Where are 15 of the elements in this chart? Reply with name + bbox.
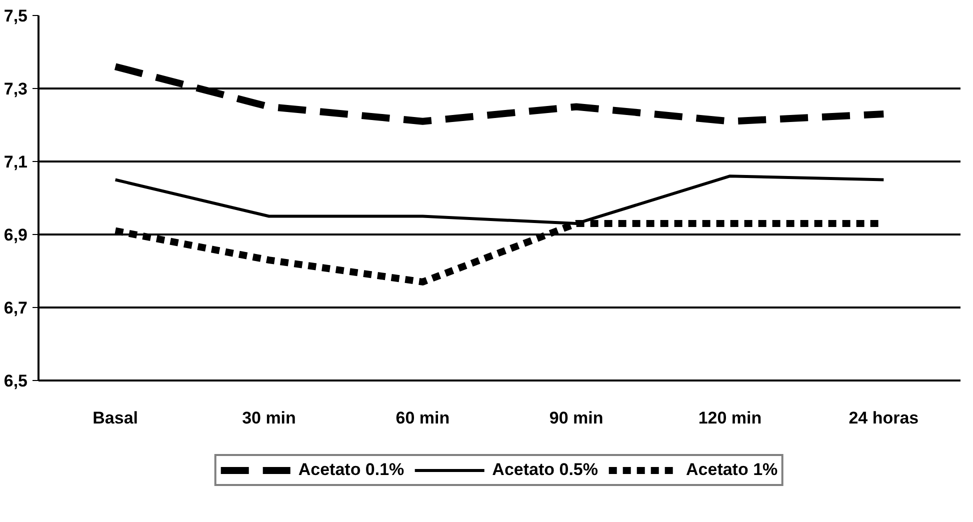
x-tick-label: 90 min <box>549 408 604 428</box>
y-tick-label: 7,1 <box>4 152 28 172</box>
x-tick-label: 24 horas <box>848 408 919 428</box>
legend-label: Acetato 0.5% <box>492 460 598 480</box>
x-tick-label: 60 min <box>396 408 450 428</box>
x-tick-label: 30 min <box>242 408 296 428</box>
y-tick-label: 6,7 <box>4 298 28 318</box>
x-tick-label: Basal <box>92 408 138 428</box>
y-tick-label: 7,5 <box>4 6 28 26</box>
y-tick-label: 6,9 <box>4 226 28 244</box>
y-tick-label: 6,5 <box>4 372 28 390</box>
x-tick-label: 120 min <box>698 408 762 428</box>
legend-label: Acetato 1% <box>686 460 778 480</box>
y-tick-label: 7,3 <box>4 80 28 98</box>
legend-label: Acetato 0.1% <box>298 460 404 480</box>
